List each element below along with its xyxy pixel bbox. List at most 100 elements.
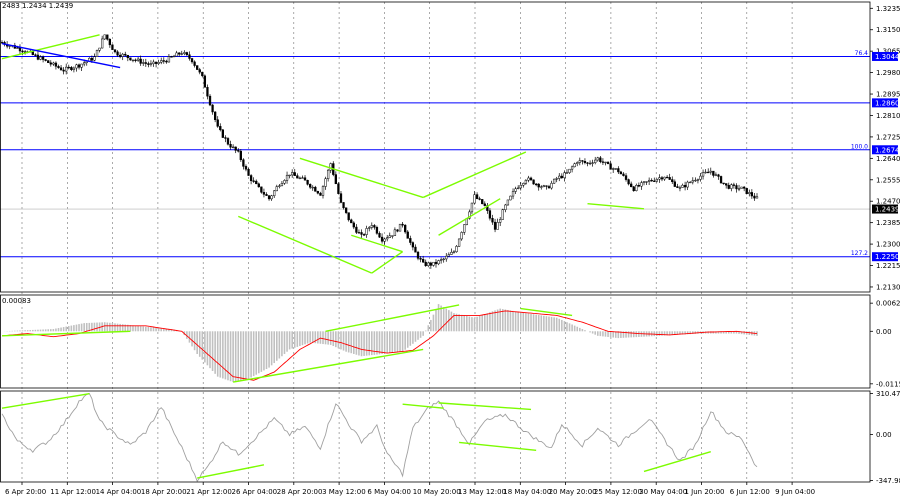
candle-body [488, 210, 492, 219]
cci-trendlines [1, 392, 711, 479]
cci-trendline [643, 450, 711, 473]
candle-body [383, 238, 386, 242]
candle-body [594, 159, 597, 163]
candle-body [355, 226, 358, 233]
level-price-box [872, 145, 898, 155]
candle-body [360, 232, 363, 235]
candle-body [632, 186, 635, 192]
cci-panel[interactable]: 310.4756 0.00 -347.9812 [1, 390, 900, 485]
candle-body [663, 176, 666, 180]
candle-body [260, 186, 263, 193]
candle-body [493, 221, 497, 230]
candle-body [570, 166, 574, 170]
candle-body [121, 53, 124, 57]
price-tick-label: 1.3065 [876, 48, 900, 56]
candle-body [293, 172, 296, 176]
candle-body [378, 233, 381, 238]
candle-body [606, 161, 610, 165]
candle-body [108, 38, 112, 46]
candle-body [39, 56, 42, 60]
candle-body [296, 175, 299, 179]
candle-body [324, 178, 327, 187]
level-tag: 127.2 [851, 250, 868, 257]
candle-body [352, 222, 355, 228]
candle-body [62, 69, 65, 72]
level-tag: 100.0 [851, 143, 868, 150]
candle-body [75, 64, 78, 69]
candle-body [673, 181, 676, 187]
macd-trendline [1, 330, 131, 337]
panel-frame [0, 294, 871, 389]
candle-body [522, 183, 525, 186]
level-price-label: 1.2250 [875, 253, 900, 261]
candle-body [36, 54, 40, 60]
macd-tick-label: 0.00 [876, 328, 892, 336]
candle-body [157, 62, 160, 64]
candle-body [283, 180, 286, 184]
candle-body [172, 55, 176, 58]
candle-body [398, 223, 402, 232]
candle-body [719, 176, 723, 184]
price-tick-label: 1.2470 [876, 198, 900, 206]
cci-trendline [459, 441, 537, 452]
candle-body [373, 225, 376, 228]
macd-axis: 0.0062 0.00 -0.01158 [870, 300, 900, 388]
candle-body [303, 177, 307, 181]
candle-body [198, 69, 201, 73]
candle-body [131, 59, 135, 61]
candle-body [165, 60, 168, 63]
cci-tick-label: 310.4756 [876, 390, 900, 398]
candle-body [517, 187, 520, 189]
macd-tick-label: 0.0062 [876, 300, 900, 308]
price-tick-label: 1.2725 [876, 133, 900, 141]
candle-body [694, 179, 697, 182]
time-tick-label: 10 May 20:00 [413, 488, 461, 496]
candle-body [380, 236, 384, 242]
candle-body [712, 170, 715, 176]
candle-body [568, 168, 571, 173]
candle-body [149, 63, 153, 65]
trendline [438, 198, 501, 236]
candle-body [683, 184, 687, 188]
candle-body [647, 179, 651, 182]
candle-body [529, 177, 533, 181]
level-tag: 76.4 [855, 50, 869, 57]
price-tick-label: 1.2555 [876, 176, 900, 184]
candle-body [270, 195, 273, 200]
cci-series [1, 392, 758, 483]
candle-body [193, 61, 196, 66]
candle-body [44, 59, 47, 61]
candle-body [154, 61, 158, 64]
candle-body [162, 60, 165, 62]
candle-body [637, 185, 641, 187]
candle-body [455, 246, 458, 253]
candle-body [642, 181, 646, 183]
candle-body [419, 258, 422, 260]
time-tick-label: 18 May 04:00 [503, 488, 551, 496]
candle-body [265, 194, 268, 196]
macd-panel[interactable]: 0.00083 0.0062 0.00 -0.01158 [1, 297, 900, 388]
candle-body [406, 231, 409, 239]
candle-body [262, 192, 266, 195]
candle-body [350, 219, 353, 224]
candle-body [113, 49, 117, 53]
candle-body [134, 59, 137, 61]
candle-body [280, 183, 284, 187]
candle-body [239, 150, 242, 160]
price-panel[interactable]: 2483 1.2434 1.2439 1.3235 1.3150 1.3065 1.2… [0, 2, 900, 291]
candle-body [506, 199, 510, 206]
candle-body [409, 238, 412, 243]
candle-body [560, 175, 563, 179]
candle-body [291, 172, 294, 176]
candle-body [111, 44, 114, 50]
trendline [422, 151, 527, 199]
candle-body [178, 52, 181, 55]
macd-trendline [325, 304, 460, 332]
candle-body [59, 67, 63, 71]
candle-body [591, 162, 594, 164]
current-price-label: 1.2439 [875, 206, 900, 214]
cci-trendline [438, 402, 532, 411]
time-tick-label: 30 May 04:00 [639, 488, 687, 496]
candle-body [563, 172, 566, 179]
candle-body [627, 179, 630, 185]
